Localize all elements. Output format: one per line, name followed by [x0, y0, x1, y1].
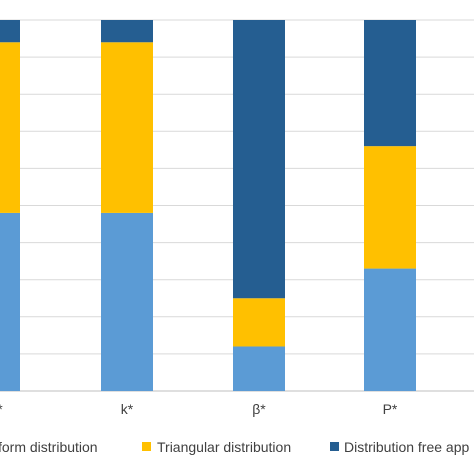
bar-segment-1-series-2: [0, 42, 20, 213]
bar-segment-3-series-3: [233, 20, 285, 299]
bar-segment-1-series-3: [0, 20, 20, 43]
bar-segment-2-series-2: [101, 42, 153, 213]
bar-segment-1-series-1: [0, 212, 20, 391]
x-tick-label-2: k*: [121, 401, 134, 417]
legend-label-uniform: form distribution: [0, 439, 98, 455]
legend-swatch-triangular: [142, 442, 151, 451]
bar-segment-3-series-1: [233, 346, 285, 391]
legend-label-triangular: Triangular distribution: [157, 439, 291, 455]
legend-swatch-distribution-free: [330, 442, 339, 451]
x-axis: * k* β* P*: [0, 401, 398, 417]
x-tick-label-4: P*: [383, 401, 398, 417]
x-tick-label-1: *: [0, 401, 3, 417]
bar-segment-2-series-1: [101, 212, 153, 391]
bar-segment-4-series-1: [364, 268, 416, 391]
bar-segment-4-series-3: [364, 20, 416, 147]
bars: [0, 20, 416, 391]
bar-segment-4-series-2: [364, 146, 416, 269]
bar-segment-3-series-2: [233, 298, 285, 347]
legend: form distribution Triangular distributio…: [0, 439, 470, 455]
bar-segment-2-series-3: [101, 20, 153, 43]
legend-label-distribution-free: Distribution free app: [344, 439, 470, 455]
x-tick-label-3: β*: [252, 401, 266, 417]
